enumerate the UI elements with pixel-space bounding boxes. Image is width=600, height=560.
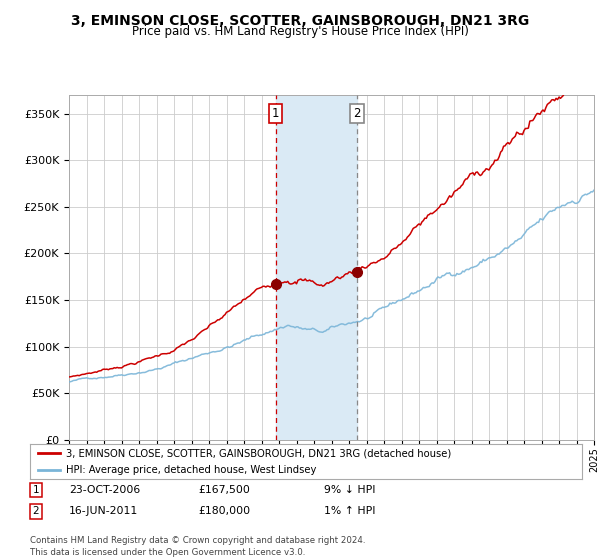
Bar xyxy=(275,95,357,440)
Text: 2: 2 xyxy=(32,506,40,516)
Text: 9% ↓ HPI: 9% ↓ HPI xyxy=(324,485,376,495)
Text: 1: 1 xyxy=(272,108,280,120)
Text: 3, EMINSON CLOSE, SCOTTER, GAINSBOROUGH, DN21 3RG (detached house): 3, EMINSON CLOSE, SCOTTER, GAINSBOROUGH,… xyxy=(66,449,451,459)
Text: HPI: Average price, detached house, West Lindsey: HPI: Average price, detached house, West… xyxy=(66,465,316,475)
Text: 2: 2 xyxy=(353,108,361,120)
Text: 1: 1 xyxy=(32,485,40,495)
Text: 23-OCT-2006: 23-OCT-2006 xyxy=(69,485,140,495)
Text: 1% ↑ HPI: 1% ↑ HPI xyxy=(324,506,376,516)
Text: 3, EMINSON CLOSE, SCOTTER, GAINSBOROUGH, DN21 3RG: 3, EMINSON CLOSE, SCOTTER, GAINSBOROUGH,… xyxy=(71,14,529,28)
Text: Contains HM Land Registry data © Crown copyright and database right 2024.
This d: Contains HM Land Registry data © Crown c… xyxy=(30,536,365,557)
Text: £167,500: £167,500 xyxy=(198,485,250,495)
Text: 16-JUN-2011: 16-JUN-2011 xyxy=(69,506,138,516)
Text: £180,000: £180,000 xyxy=(198,506,250,516)
Text: Price paid vs. HM Land Registry's House Price Index (HPI): Price paid vs. HM Land Registry's House … xyxy=(131,25,469,38)
